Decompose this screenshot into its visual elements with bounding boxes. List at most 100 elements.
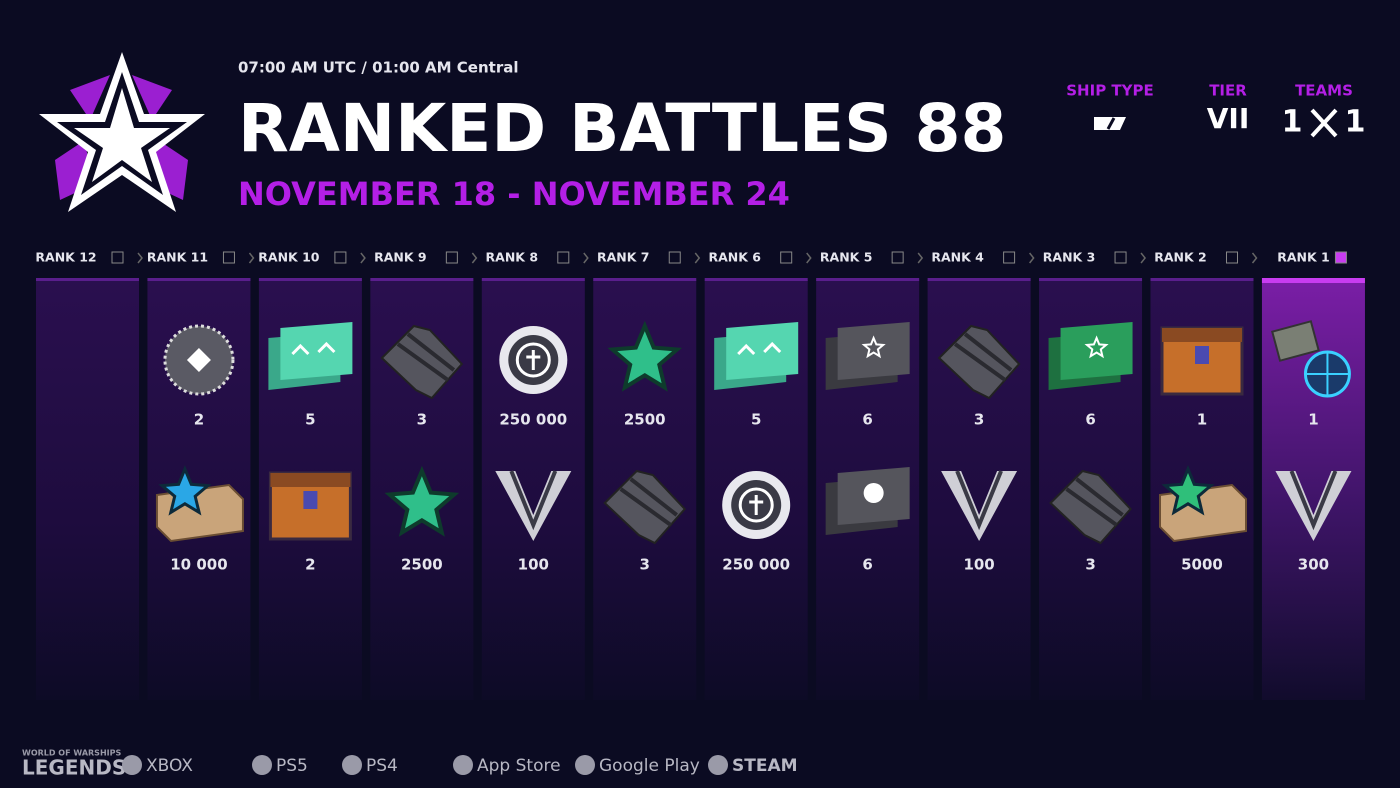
rank-column: RANK 10 5 2 xyxy=(258,250,366,700)
time: 07:00 AM UTC / 01:00 AM Central xyxy=(238,59,519,77)
rank-column: RANK 12 xyxy=(35,250,143,700)
rank-badge xyxy=(445,251,458,264)
star-icon xyxy=(384,465,460,537)
container-lid xyxy=(270,473,351,487)
rank-arrow xyxy=(1029,252,1035,264)
reward-amount: 2500 xyxy=(624,411,666,429)
reward-amount: 3 xyxy=(640,556,650,574)
platform-icon xyxy=(122,755,142,775)
rank-badge xyxy=(1334,251,1347,264)
rank-arrow xyxy=(917,252,924,264)
container-lid xyxy=(1162,328,1242,342)
column-top xyxy=(1261,278,1365,283)
reward-amount: 5 xyxy=(305,411,315,429)
rank-badge xyxy=(1114,251,1127,264)
reward-amount: 1 xyxy=(1308,411,1318,429)
platform-icon xyxy=(453,755,473,775)
rank-label: RANK 3 xyxy=(1043,250,1096,265)
teams-right: 1 xyxy=(1345,105,1366,140)
column-top xyxy=(258,278,362,281)
rank-label: RANK 7 xyxy=(597,250,650,265)
column-top xyxy=(36,278,139,281)
platform-label: App Store xyxy=(477,756,561,776)
rank-column: RANK 5 6 6 xyxy=(816,250,924,700)
reward-amount: 100 xyxy=(518,556,549,574)
rank-arrow xyxy=(1140,252,1147,264)
platform-icon xyxy=(708,755,728,775)
rank-label: RANK 8 xyxy=(486,250,539,265)
title: RANKED BATTLES 88 xyxy=(238,90,1006,167)
crate-star xyxy=(1161,465,1215,516)
chevron-inner xyxy=(1289,470,1338,531)
container-lock xyxy=(1195,346,1209,364)
reward-amount: 1 xyxy=(1197,411,1207,429)
rank-label: RANK 2 xyxy=(1154,250,1207,265)
chevron-icon xyxy=(1275,471,1352,541)
flag-arrows xyxy=(291,341,336,356)
platform-label: PS5 xyxy=(276,756,308,776)
reward-amount: 10 000 xyxy=(170,556,227,574)
reward-amount: 100 xyxy=(963,556,994,574)
reward-amount: 6 xyxy=(862,411,872,429)
dates: NOVEMBER 18 - NOVEMBER 24 xyxy=(238,175,790,213)
flag-coin xyxy=(863,483,884,503)
reward-amount: 3 xyxy=(1085,556,1095,574)
rank-column: RANK 9 3 2500 xyxy=(370,250,478,700)
brand-top: WORLD OF WARSHIPS xyxy=(22,749,121,758)
rank-arrow xyxy=(583,252,589,264)
coin-ring xyxy=(738,487,774,523)
rank-badge xyxy=(1003,251,1016,264)
flag-front xyxy=(837,322,910,380)
rank-label: RANK 4 xyxy=(931,250,984,265)
ranked-logo xyxy=(39,52,205,212)
armor-lines xyxy=(396,332,456,382)
rank-badge xyxy=(891,251,904,264)
module-icon xyxy=(1271,320,1320,362)
rank-label: RANK 6 xyxy=(708,250,761,265)
rank-badge xyxy=(557,251,570,264)
rank-arrow xyxy=(471,252,478,264)
ship-type-label: SHIP TYPE xyxy=(1066,82,1154,100)
rank-arrow xyxy=(248,252,255,264)
rank-label: RANK 9 xyxy=(374,250,427,265)
rank-column: RANK 7 2500 3 xyxy=(593,250,701,700)
rank-label: RANK 10 xyxy=(258,250,319,265)
crate-star xyxy=(158,465,212,516)
rank-column: RANK 8 250 000 100 xyxy=(481,250,589,700)
coin-ring xyxy=(515,342,551,378)
armor-lines xyxy=(1065,477,1124,527)
rank-badge xyxy=(780,251,793,264)
target-cross xyxy=(1305,352,1350,396)
brand: LEGENDS xyxy=(22,756,126,780)
reward-amount: 2500 xyxy=(401,556,443,574)
flag-star xyxy=(861,335,886,359)
platform-icon xyxy=(342,755,362,775)
platform-label: STEAM xyxy=(732,756,798,776)
destroyer-icon-line xyxy=(1106,117,1116,130)
column-top xyxy=(481,278,585,281)
rank-label: RANK 11 xyxy=(147,250,208,265)
teams-label: TEAMS xyxy=(1295,82,1353,100)
reward-amount: 2 xyxy=(305,556,315,574)
rank-arrow xyxy=(694,252,701,264)
reward-amount: 6 xyxy=(862,556,872,574)
rank-arrow xyxy=(1251,252,1258,264)
reward-amount: 5 xyxy=(751,411,761,429)
coin-anchor xyxy=(749,495,764,515)
platform-label: PS4 xyxy=(366,756,398,776)
flag-front xyxy=(1060,322,1133,380)
flag-front xyxy=(726,322,799,380)
footer: WORLD OF WARSHIPS LEGENDS XBOX PS5 PS4 App … xyxy=(22,749,798,780)
armor-lines xyxy=(619,477,678,527)
chevron-inner xyxy=(955,470,1003,531)
platform-icon xyxy=(575,755,595,775)
rank-label: RANK 12 xyxy=(35,250,96,265)
reward-amount: 250 000 xyxy=(499,411,567,429)
column-top xyxy=(147,278,251,281)
rank-column: RANK 2 1 5000 xyxy=(1150,250,1258,700)
reward-amount: 2 xyxy=(194,411,204,429)
reward-amount: 3 xyxy=(974,411,984,429)
chevron-icon xyxy=(941,471,1018,541)
column-bg xyxy=(36,280,139,700)
